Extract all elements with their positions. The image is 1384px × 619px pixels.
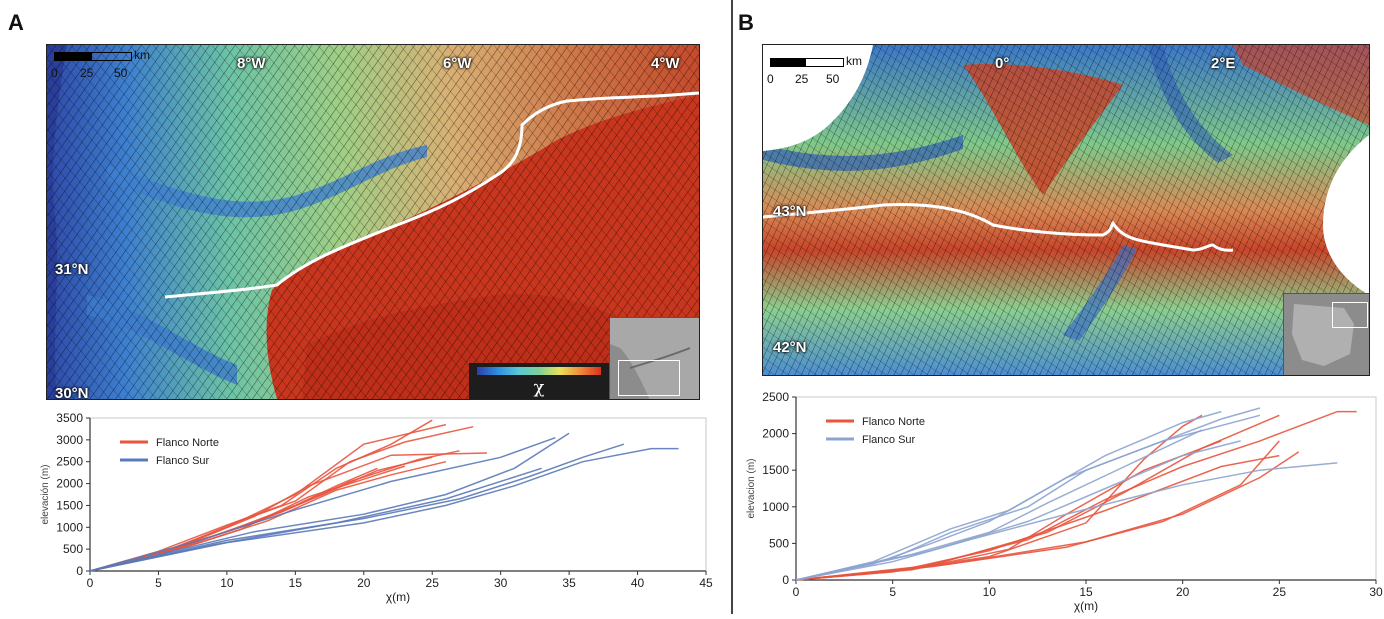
x-tick-label: 20 [1176,585,1190,599]
lon-label: 2°E [1211,55,1236,72]
panel-divider [731,0,733,614]
lon-label: 0° [995,55,1010,72]
map-b-relief [763,45,1369,375]
series-line [89,425,474,572]
x-tick-label: 10 [220,576,234,590]
chart-a-svg: 0 5 10 15 20 25 30 35 40 45 0 500 1000 1500 2000 2500 30… [40,411,713,604]
series-line [795,454,1280,581]
y-tick-label: 0 [76,564,83,578]
x-tick-label: 40 [631,576,645,590]
y-axis-label: elevacion (m) [746,458,757,518]
series-line [89,432,570,572]
locator-inset-map [609,317,699,399]
x-tick-label: 25 [1273,585,1287,599]
x-tick-label: 15 [1079,585,1093,599]
y-tick-label: 2000 [762,427,789,441]
series-line [89,467,542,572]
locator-inset-map [1283,293,1369,375]
chi-colorbar: χ [469,363,609,399]
series-line [795,451,1300,581]
scale-bar-b: km 0 25 50 [762,50,882,90]
legend-label: Flanco Sur [156,455,210,467]
series-line [89,436,556,572]
y-axis-label: elevación (m) [40,464,51,524]
x-tick-label: 20 [357,576,371,590]
series-line [795,462,1338,581]
scale-tick: 50 [114,66,128,80]
y-tick-label: 3000 [56,433,83,447]
scale-bar-black-segment [54,52,92,61]
scale-tick: 25 [80,66,94,80]
scale-unit: km [134,48,150,62]
y-tick-label: 0 [782,573,789,587]
y-tick-label: 1500 [762,463,789,477]
lat-label: 43°N [773,203,807,220]
x-axis-label: χ(m) [386,590,410,604]
x-tick-label: 30 [1369,585,1383,599]
inset-extent-box [1332,302,1368,328]
scale-tick: 0 [767,72,774,86]
scale-tick: 0 [51,66,58,80]
map-a-relief [47,45,699,399]
scale-tick: 50 [826,72,840,86]
series-line [89,460,447,572]
x-tick-label: 25 [426,576,440,590]
x-axis-label: χ(m) [1074,599,1098,613]
chart-b: 0 5 10 15 20 25 30 0 500 1000 1500 2000 2500 χ(m) elev… [740,384,1384,614]
series-line [89,443,625,572]
lat-label: 42°N [773,339,807,356]
series-line [795,440,1280,581]
map-b: 0° 2°E 43°N 42°N [762,44,1370,376]
x-tick-label: 10 [983,585,997,599]
lat-label: 31°N [55,261,89,278]
scale-bar-outline [770,58,844,67]
scale-tick: 25 [795,72,809,86]
y-tick-label: 500 [63,542,83,556]
scale-bar-outline [54,52,132,61]
x-tick-label: 30 [494,576,508,590]
lon-label: 6°W [443,55,472,72]
legend-label: Flanco Sur [862,434,916,446]
y-tick-label: 3500 [56,411,83,425]
panel-label-a: A [8,10,24,35]
scale-bar-black-segment [770,58,806,67]
lon-label: 4°W [651,55,680,72]
y-tick-label: 1000 [56,520,83,534]
scale-unit: km [846,54,862,68]
inset-land [1292,304,1354,366]
inset-extent-box [618,360,680,396]
series-line [89,447,679,572]
lon-label: 8°W [237,55,266,72]
chart-a: 0 5 10 15 20 25 30 35 40 45 0 500 1000 1500 2000 2500 30… [0,400,725,614]
inset-land [610,318,699,399]
chart-b-svg: 0 5 10 15 20 25 30 0 500 1000 1500 2000 2500 χ(m) elev… [746,390,1383,613]
x-tick-label: 45 [699,576,713,590]
series-line [795,440,1241,581]
panel-label-b: B [738,10,754,35]
series-line [89,465,406,572]
series-line [795,407,1261,581]
y-tick-label: 1500 [56,498,83,512]
x-tick-label: 5 [889,585,896,599]
map-a: 8°W 6°W 4°W 31°N 30°N χ [46,44,700,400]
colorbar-symbol: χ [533,377,545,398]
y-tick-label: 2500 [56,455,83,469]
x-tick-label: 15 [289,576,303,590]
y-tick-label: 2500 [762,390,789,404]
y-tick-label: 1000 [762,500,789,514]
legend-label: Flanco Norte [862,416,925,428]
x-tick-label: 0 [793,585,800,599]
y-tick-label: 2000 [56,477,83,491]
y-tick-label: 500 [769,536,789,550]
x-tick-label: 0 [87,576,94,590]
legend-label: Flanco Norte [156,437,219,449]
lat-label: 30°N [55,385,89,400]
scale-bar-a: km 0 25 50 [46,44,166,84]
colorbar-ramp [477,367,601,375]
x-tick-label: 35 [562,576,576,590]
x-tick-label: 5 [155,576,162,590]
